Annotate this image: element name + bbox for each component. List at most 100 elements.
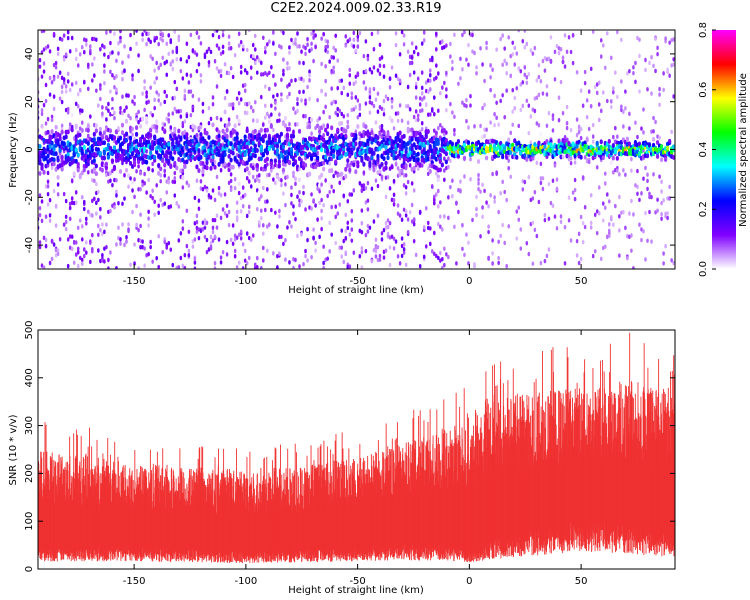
spectrogram-cell	[155, 119, 159, 125]
spectrogram-cell	[666, 215, 669, 221]
spectrogram-cell	[408, 210, 412, 215]
spectrogram-cell	[350, 192, 354, 197]
spectrogram-cell	[40, 263, 44, 268]
spectrogram-cell	[656, 197, 659, 202]
spectrogram-cell	[100, 167, 104, 173]
spectrogram-cell	[229, 187, 233, 193]
spectrogram-cell	[103, 246, 106, 251]
spectrogram-cell	[400, 118, 404, 123]
spectrogram-cell	[434, 130, 438, 136]
spectrogram-cell	[231, 223, 235, 228]
spectrogram-cell	[463, 174, 466, 179]
spectrogram-cell	[420, 91, 424, 96]
spectrogram-cell	[479, 189, 482, 194]
spectrogram-cell	[179, 135, 183, 141]
spectrogram-cell	[424, 102, 428, 107]
spectrogram-cell	[74, 56, 78, 62]
spectrogram-cell	[306, 42, 309, 47]
spectrogram-cell	[203, 127, 207, 133]
spectrogram-cell	[497, 209, 500, 215]
spectrogram-cell	[547, 111, 551, 116]
spectrogram-cell	[104, 165, 108, 171]
y-tick-label: 0	[24, 146, 35, 152]
spectrogram-cell	[257, 141, 261, 146]
spectrogram-cell	[82, 50, 86, 55]
spectrogram-cell	[272, 251, 275, 256]
spectrogram-cell	[386, 132, 390, 138]
spectrogram-cell	[84, 221, 88, 226]
spectrogram-cell	[76, 91, 80, 97]
spectrogram-cell	[354, 129, 358, 134]
spectrogram-cell	[487, 224, 490, 229]
spectrogram-cell	[507, 158, 511, 163]
spectrogram-cell	[626, 71, 629, 76]
spectrogram-cell	[207, 63, 211, 68]
spectrogram-cell	[541, 91, 545, 96]
spectrogram-cell	[60, 89, 64, 95]
spectrogram-cell	[141, 179, 144, 184]
spectrogram-cell	[575, 144, 579, 149]
spectrogram-cell	[650, 55, 653, 60]
spectrogram-cell	[310, 41, 313, 46]
spectrogram-cell	[175, 201, 179, 206]
spectrogram-cell	[346, 158, 350, 164]
spectrogram-cell	[113, 75, 116, 81]
spectrogram-cell	[173, 126, 177, 132]
spectrogram-cell	[179, 68, 183, 74]
spectrogram-cell	[147, 209, 150, 214]
spectrogram-cell	[131, 188, 134, 193]
spectrogram-cell	[284, 182, 287, 187]
spectrogram-cell	[175, 86, 179, 92]
spectrogram-cell	[217, 34, 221, 40]
spectrogram-cell	[42, 61, 46, 66]
spectrogram-cell	[56, 192, 60, 197]
spectrogram-cell	[259, 94, 263, 100]
spectrogram-cell	[66, 106, 70, 112]
spectrogram-cell	[195, 132, 199, 138]
spectrogram-cell	[92, 167, 96, 172]
spectrogram-cell	[249, 184, 253, 189]
spectrogram-cell	[364, 124, 368, 130]
colorbar: 0.00.20.40.60.8 Normalized spectral ampl…	[698, 22, 749, 277]
spectrogram-cell	[374, 178, 378, 183]
spectrogram-cell	[644, 67, 647, 73]
spectrogram-cell	[157, 92, 160, 97]
spectrogram-cell	[348, 192, 352, 197]
spectrogram-cell	[666, 145, 670, 151]
spectrogram-cell	[296, 101, 299, 107]
spectrogram-cell	[97, 189, 100, 195]
spectrogram-cell	[533, 227, 537, 233]
spectrogram-cell	[147, 139, 151, 145]
spectrogram-cell	[443, 246, 446, 251]
spectrogram-cell	[646, 172, 649, 177]
spectrogram-cell	[60, 37, 64, 42]
spectrogram-cell	[595, 209, 599, 214]
spectrogram-cell	[239, 195, 243, 201]
spectrogram-cell	[360, 246, 364, 251]
spectrogram-cell	[86, 86, 90, 92]
spectrogram-cell	[209, 116, 213, 122]
spectrogram-cell	[203, 148, 207, 154]
spectrogram-cell	[410, 127, 414, 133]
spectrogram-cell	[443, 80, 446, 86]
spectrogram-cell	[197, 235, 201, 241]
spectrogram-cell	[354, 169, 358, 175]
spectrogram-cell	[437, 71, 440, 76]
spectrogram-cell	[664, 157, 668, 162]
spectrogram-cell	[366, 53, 370, 59]
spectrogram-cell	[344, 228, 348, 234]
spectrogram-cell	[408, 72, 412, 78]
spectrogram-cell	[276, 92, 279, 98]
spectrogram-cell	[173, 79, 177, 85]
spectrogram-cell	[529, 221, 533, 227]
spectrogram-cell	[616, 168, 619, 173]
spectrogram-cell	[76, 246, 80, 251]
spectrogram-cell	[42, 102, 46, 108]
spectrogram-cell	[312, 236, 315, 241]
spectrogram-cell	[147, 177, 150, 183]
spectrogram-cell	[195, 164, 199, 170]
spectrogram-cell	[476, 159, 481, 164]
spectrogram-cell	[376, 213, 380, 219]
spectrogram-cell	[577, 260, 581, 266]
spectrogram-cell	[404, 213, 408, 218]
